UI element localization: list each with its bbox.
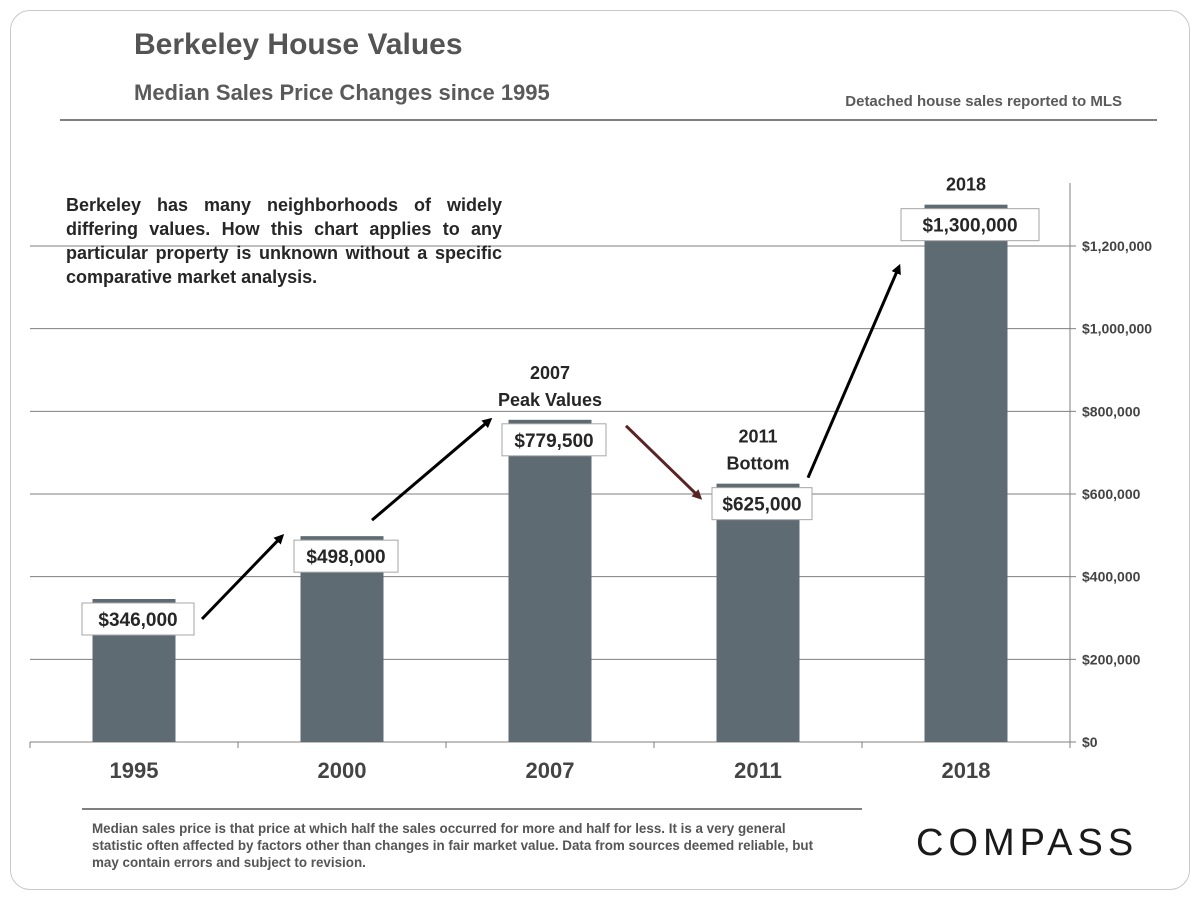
value-label-2007: $779,500 — [514, 431, 593, 452]
x-tick-label: 2018 — [942, 758, 991, 783]
trend-arrow-2000-2007 — [371, 417, 493, 522]
footer-divider — [82, 808, 862, 810]
annotation-2007: 2007 — [530, 363, 570, 383]
y-tick-label: $200,000 — [1082, 651, 1141, 667]
y-tick-label: $600,000 — [1082, 486, 1141, 502]
source-note: Detached house sales reported to MLS — [845, 93, 1122, 110]
axes: $0 $200,000 $400,000 $600,000 $800,000 $1,000… — [29, 183, 1152, 783]
header-divider — [60, 119, 1157, 121]
chart-subtitle: Median Sales Price Changes since 1995 — [134, 80, 550, 105]
annotation-2007: Peak Values — [498, 390, 602, 410]
footnote-text: Median sales price is that price at whic… — [92, 821, 814, 870]
value-label-1995: $346,000 — [98, 610, 177, 631]
value-label-box — [900, 208, 1040, 242]
annotation-2018: 2018 — [946, 175, 986, 195]
x-tick-label: 2000 — [318, 758, 367, 783]
compass-logo: COMPASS — [916, 822, 1139, 864]
annotation-2011: 2011 — [738, 427, 777, 447]
value-label-2011: $625,000 — [722, 495, 801, 516]
x-tick-label: 1995 — [110, 758, 159, 783]
y-tick-label: $800,000 — [1082, 403, 1141, 419]
value-label-box — [81, 602, 195, 636]
value-label-2000: $498,000 — [306, 547, 385, 568]
y-tick-label: $1,000,000 — [1082, 321, 1152, 337]
trend-arrow-1995-2000 — [200, 534, 285, 621]
bar-2018 — [924, 204, 1008, 742]
annotation-2011: Bottom — [727, 454, 790, 474]
value-label-2018: $1,300,000 — [922, 216, 1017, 237]
trend-arrow-2007-2011 — [624, 424, 703, 500]
y-tick-label: $0 — [1082, 734, 1098, 750]
value-label-box — [501, 423, 607, 457]
disclaimer-text: Berkeley has many neighborhoods of widel… — [66, 195, 502, 287]
y-tick-label: $400,000 — [1082, 569, 1141, 585]
bar-2007 — [508, 419, 592, 742]
trend-arrows — [200, 263, 901, 621]
bar-2011 — [716, 483, 800, 742]
value-label-box — [711, 487, 813, 521]
trend-arrow-2011-2018 — [806, 263, 901, 479]
value-label-box — [293, 539, 399, 573]
data-labels: $346,000 $498,000 $779,500 $625,000 $1,300,0… — [81, 175, 1040, 636]
chart-title: Berkeley House Values — [134, 28, 463, 61]
x-tick-label: 2011 — [734, 758, 782, 783]
x-tick-label: 2007 — [526, 758, 575, 783]
y-tick-label: $1,200,000 — [1082, 238, 1152, 254]
